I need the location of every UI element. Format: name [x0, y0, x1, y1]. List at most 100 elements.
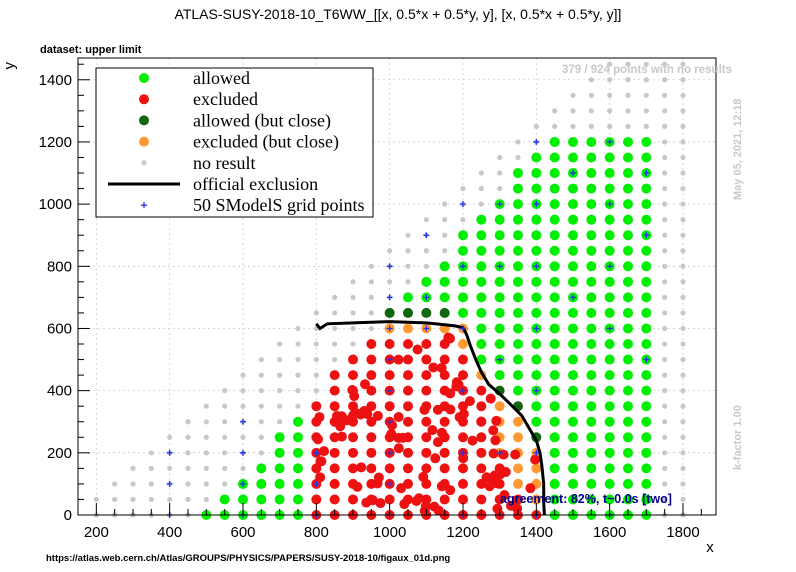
point-excluded [366, 432, 377, 443]
point-allowed [549, 354, 560, 365]
point-allowed [549, 447, 560, 458]
point-no-result [203, 465, 209, 471]
point-allowed [549, 463, 560, 474]
point-allowed [458, 230, 468, 241]
point-excluded [458, 354, 468, 365]
y-tick-label: 1200 [39, 134, 72, 151]
grid-point-marker [533, 387, 540, 394]
point-no-result [295, 372, 301, 378]
point-no-result [680, 248, 686, 254]
point-allowed [549, 370, 560, 381]
point-excluded [439, 354, 450, 365]
grid-point-marker [386, 480, 393, 487]
point-allowed-close [403, 307, 413, 318]
x-tick-label: 200 [84, 524, 109, 541]
point-allowed [531, 214, 542, 225]
point-no-result [680, 450, 686, 456]
point-no-result [680, 217, 686, 223]
point-no-result [680, 263, 686, 269]
legend-entry-excluded: excluded [139, 89, 258, 109]
point-allowed [458, 276, 468, 287]
point-excluded [458, 463, 468, 474]
point-allowed [513, 323, 523, 334]
point-excluded [329, 401, 340, 412]
point-allowed [531, 168, 542, 179]
legend-marker [141, 202, 147, 209]
point-excluded [329, 494, 340, 505]
point-excluded [433, 505, 444, 516]
axis-ticks: 200 400 600 800 1000 1200 1400 1600 1800 0 200 400 6… [39, 63, 702, 541]
point-allowed [641, 136, 652, 147]
point-no-result [203, 419, 209, 425]
point-allowed [641, 261, 652, 272]
point-excluded [428, 362, 439, 373]
point-no-result [368, 263, 374, 269]
chart-title: ATLAS-SUSY-2018-10_T6WW_[[x, 0.5*x + 0.5… [175, 6, 622, 22]
point-no-result [588, 77, 594, 83]
point-excluded [393, 443, 404, 454]
legend-label: allowed [193, 68, 250, 88]
kfactor-note: k-factor 1.00 [732, 405, 744, 470]
point-excluded [403, 339, 413, 350]
point-excluded [348, 370, 358, 381]
point-allowed [641, 432, 652, 443]
point-no-result [313, 372, 319, 378]
point-allowed [494, 339, 505, 350]
legend-label: excluded (but close) [193, 132, 339, 153]
point-no-result [148, 481, 154, 487]
grid-point-marker [533, 263, 540, 270]
point-allowed [219, 494, 230, 505]
point-allowed [586, 261, 597, 272]
point-no-result [130, 481, 136, 487]
point-excluded [530, 454, 541, 465]
point-no-result [680, 123, 686, 129]
grid-point-marker [570, 170, 576, 177]
point-no-result [497, 170, 503, 176]
point-no-result [350, 341, 356, 347]
point-excluded [445, 404, 456, 415]
point-excluded [316, 456, 327, 467]
point-allowed [623, 385, 633, 396]
point-no-result [185, 465, 191, 471]
point-excluded [419, 404, 430, 415]
point-no-result [680, 496, 686, 503]
point-no-result [203, 434, 209, 440]
point-allowed [458, 292, 468, 303]
point-allowed [494, 307, 505, 318]
point-allowed [549, 416, 560, 427]
point-allowed [623, 339, 633, 350]
point-no-result [515, 139, 521, 145]
x-tick-label: 1200 [446, 524, 479, 541]
point-no-result [332, 294, 338, 300]
point-allowed [238, 494, 248, 505]
point-allowed [549, 432, 560, 443]
point-allowed [494, 214, 505, 225]
point-allowed [641, 292, 652, 303]
point-allowed [256, 463, 267, 474]
point-excluded [458, 370, 468, 381]
legend-entry-grid-points: 50 SModelS grid points [141, 195, 365, 215]
legend-marker [139, 115, 149, 126]
point-no-result [295, 403, 301, 409]
point-no-result [662, 123, 668, 129]
point-allowed [274, 432, 285, 443]
y-tick-label: 600 [47, 320, 72, 337]
grid-point-marker [606, 201, 613, 208]
point-excluded [335, 421, 346, 432]
point-allowed [293, 478, 303, 489]
point-no-result [442, 201, 448, 207]
point-allowed [513, 230, 523, 241]
point-no-result [222, 465, 228, 471]
point-no-result [570, 108, 576, 114]
point-excluded [476, 494, 487, 505]
point-allowed [513, 168, 523, 179]
point-no-result [442, 232, 448, 238]
point-allowed [623, 447, 633, 458]
point-no-result [662, 108, 668, 114]
point-no-result [662, 294, 668, 300]
legend-label: 50 SModelS grid points [193, 195, 365, 215]
legend-label: official exclusion [193, 174, 318, 194]
point-allowed [549, 494, 560, 505]
point-no-result [662, 185, 668, 192]
point-allowed [641, 183, 652, 194]
